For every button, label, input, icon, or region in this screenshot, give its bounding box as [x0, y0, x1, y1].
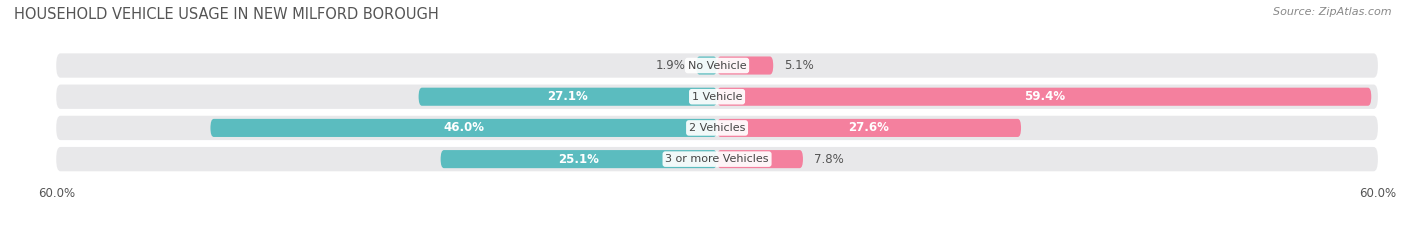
FancyBboxPatch shape: [56, 147, 1378, 171]
Text: No Vehicle: No Vehicle: [688, 61, 747, 70]
FancyBboxPatch shape: [717, 88, 1371, 106]
Text: 1.9%: 1.9%: [655, 59, 685, 72]
FancyBboxPatch shape: [717, 150, 803, 168]
Text: 2 Vehicles: 2 Vehicles: [689, 123, 745, 133]
Text: Source: ZipAtlas.com: Source: ZipAtlas.com: [1274, 7, 1392, 17]
FancyBboxPatch shape: [56, 53, 1378, 78]
Text: 59.4%: 59.4%: [1024, 90, 1064, 103]
FancyBboxPatch shape: [717, 119, 1021, 137]
FancyBboxPatch shape: [717, 56, 773, 75]
Text: 1 Vehicle: 1 Vehicle: [692, 92, 742, 102]
Text: 27.1%: 27.1%: [547, 90, 588, 103]
FancyBboxPatch shape: [419, 88, 717, 106]
Text: 46.0%: 46.0%: [443, 121, 484, 134]
Text: 7.8%: 7.8%: [814, 153, 844, 166]
Text: 5.1%: 5.1%: [785, 59, 814, 72]
Legend: Owner-occupied, Renter-occupied: Owner-occupied, Renter-occupied: [595, 231, 839, 234]
FancyBboxPatch shape: [440, 150, 717, 168]
Text: HOUSEHOLD VEHICLE USAGE IN NEW MILFORD BOROUGH: HOUSEHOLD VEHICLE USAGE IN NEW MILFORD B…: [14, 7, 439, 22]
Text: 25.1%: 25.1%: [558, 153, 599, 166]
FancyBboxPatch shape: [56, 116, 1378, 140]
Text: 27.6%: 27.6%: [849, 121, 890, 134]
FancyBboxPatch shape: [696, 56, 717, 75]
Text: 3 or more Vehicles: 3 or more Vehicles: [665, 154, 769, 164]
FancyBboxPatch shape: [56, 84, 1378, 109]
FancyBboxPatch shape: [211, 119, 717, 137]
